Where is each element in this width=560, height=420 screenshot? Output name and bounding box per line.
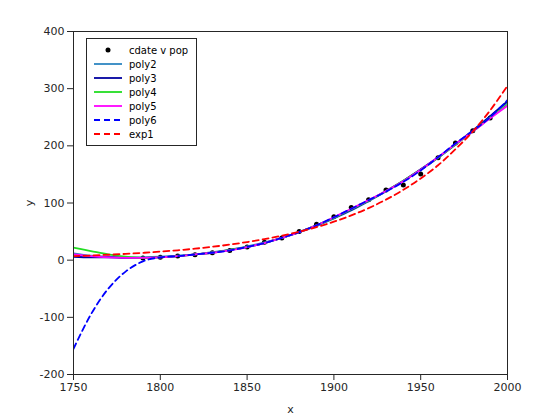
html-text:poly6: poly6 [129,114,157,126]
svg-text:300: 300 [44,82,65,95]
svg-text:1850: 1850 [233,381,261,394]
svg-text:200: 200 [44,139,65,152]
svg-text:1800: 1800 [146,381,174,394]
svg-text:400: 400 [44,25,65,38]
svg-text:-200: -200 [40,368,65,381]
svg-text:100: 100 [44,197,65,210]
svg-text:1750: 1750 [60,381,88,394]
html-text:poly2: poly2 [129,58,157,70]
html-text:cdate v pop: cdate v pop [129,44,189,56]
svg-text:0: 0 [58,254,65,267]
svg-text:-100: -100 [40,311,65,324]
html-text:poly4: poly4 [129,86,157,98]
svg-text:1900: 1900 [320,381,348,394]
svg-text:2000: 2000 [494,381,522,394]
html-text:poly5: poly5 [129,100,157,112]
svg-text:1950: 1950 [407,381,435,394]
html-text:exp1: exp1 [129,128,154,140]
html-text:poly3: poly3 [129,72,157,84]
svg-text:y: y [23,199,36,206]
svg-text:x: x [287,403,294,416]
